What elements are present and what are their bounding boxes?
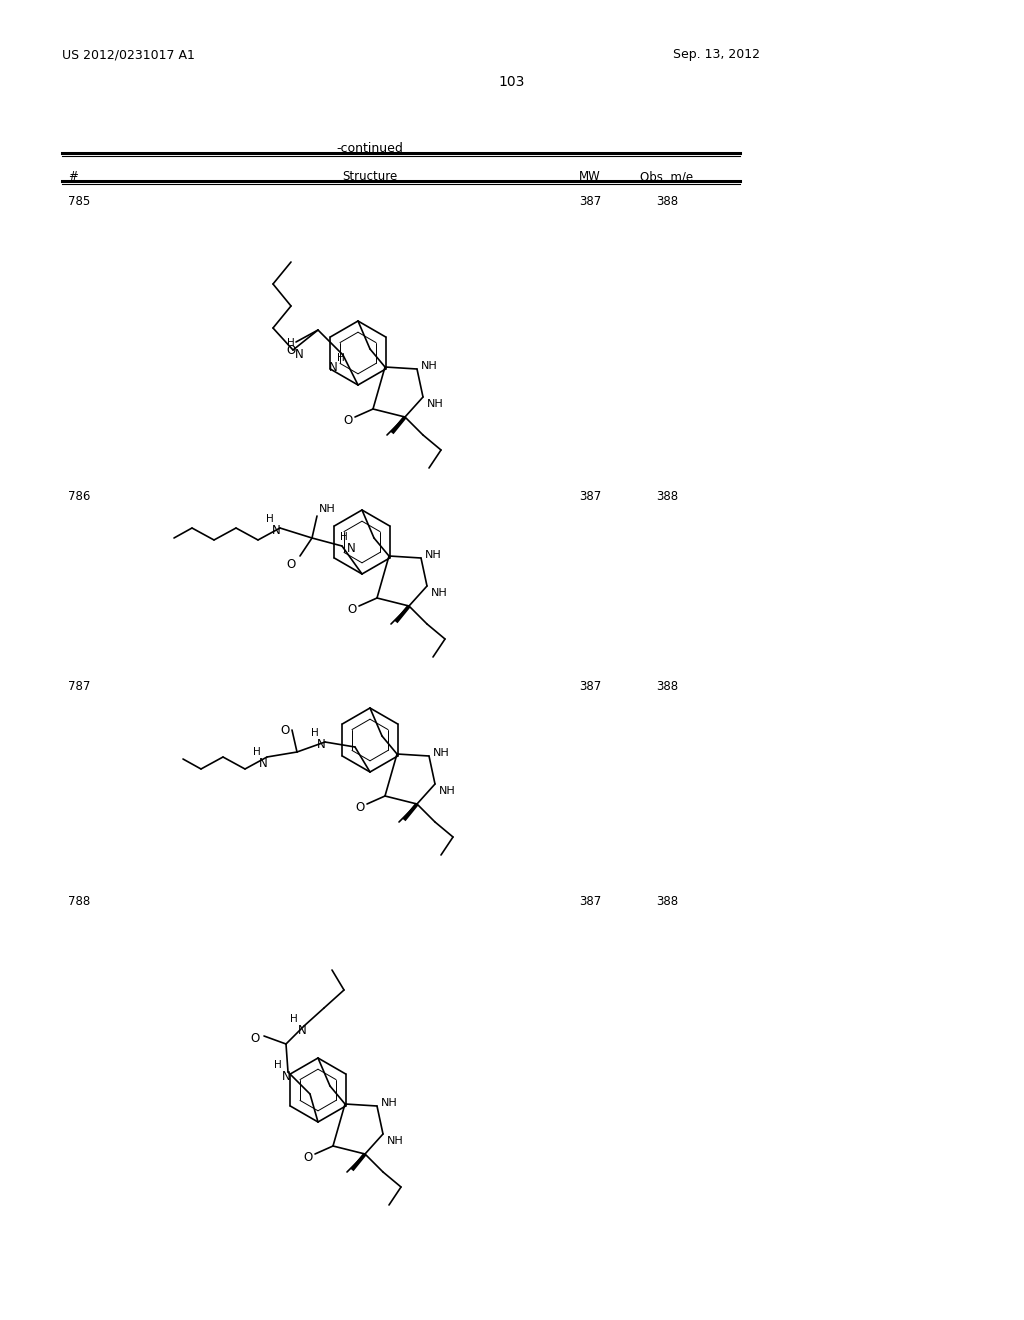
Text: H: H <box>340 532 348 543</box>
Text: 786: 786 <box>68 490 90 503</box>
Text: O: O <box>280 723 289 737</box>
Text: O: O <box>286 558 295 572</box>
Text: N: N <box>295 348 304 360</box>
Text: H: H <box>311 729 318 738</box>
Text: Structure: Structure <box>342 170 397 183</box>
Text: N: N <box>272 524 281 537</box>
Text: 787: 787 <box>68 680 90 693</box>
Text: #: # <box>68 170 78 183</box>
Text: 388: 388 <box>656 195 678 209</box>
Text: 388: 388 <box>656 895 678 908</box>
Text: 388: 388 <box>656 680 678 693</box>
Text: NH: NH <box>431 587 447 598</box>
Text: MW: MW <box>580 170 601 183</box>
Text: US 2012/0231017 A1: US 2012/0231017 A1 <box>62 48 195 61</box>
Text: NH: NH <box>425 550 441 560</box>
Text: N: N <box>259 756 267 770</box>
Text: -continued: -continued <box>337 143 403 154</box>
Text: N: N <box>317 738 326 751</box>
Text: Obs. m/e: Obs. m/e <box>640 170 693 183</box>
Text: H: H <box>337 352 345 363</box>
Text: O: O <box>303 1151 312 1164</box>
Text: O: O <box>286 345 295 356</box>
Text: NH: NH <box>433 748 450 758</box>
Text: NH: NH <box>381 1098 397 1107</box>
Text: H: H <box>274 1060 282 1071</box>
Text: O: O <box>343 414 352 426</box>
Text: NH: NH <box>439 785 456 796</box>
Text: 387: 387 <box>579 680 601 693</box>
Text: H: H <box>253 747 261 756</box>
Text: O: O <box>347 603 356 616</box>
Text: NH: NH <box>427 399 443 409</box>
Text: H: H <box>290 1014 298 1024</box>
Text: N: N <box>298 1024 307 1038</box>
Text: H: H <box>266 513 273 524</box>
Text: 785: 785 <box>68 195 90 209</box>
Text: 387: 387 <box>579 195 601 209</box>
Text: O: O <box>355 801 365 814</box>
Text: Sep. 13, 2012: Sep. 13, 2012 <box>673 48 760 61</box>
Text: 388: 388 <box>656 490 678 503</box>
Text: 387: 387 <box>579 490 601 503</box>
Text: NH: NH <box>319 504 336 513</box>
Text: 387: 387 <box>579 895 601 908</box>
Text: N: N <box>282 1071 291 1082</box>
Text: NH: NH <box>387 1137 403 1146</box>
Text: NH: NH <box>421 360 437 371</box>
Text: 103: 103 <box>499 75 525 88</box>
Text: 788: 788 <box>68 895 90 908</box>
Text: H: H <box>287 338 295 348</box>
Text: O: O <box>250 1032 259 1045</box>
Text: N: N <box>329 360 337 374</box>
Text: N: N <box>347 543 355 554</box>
